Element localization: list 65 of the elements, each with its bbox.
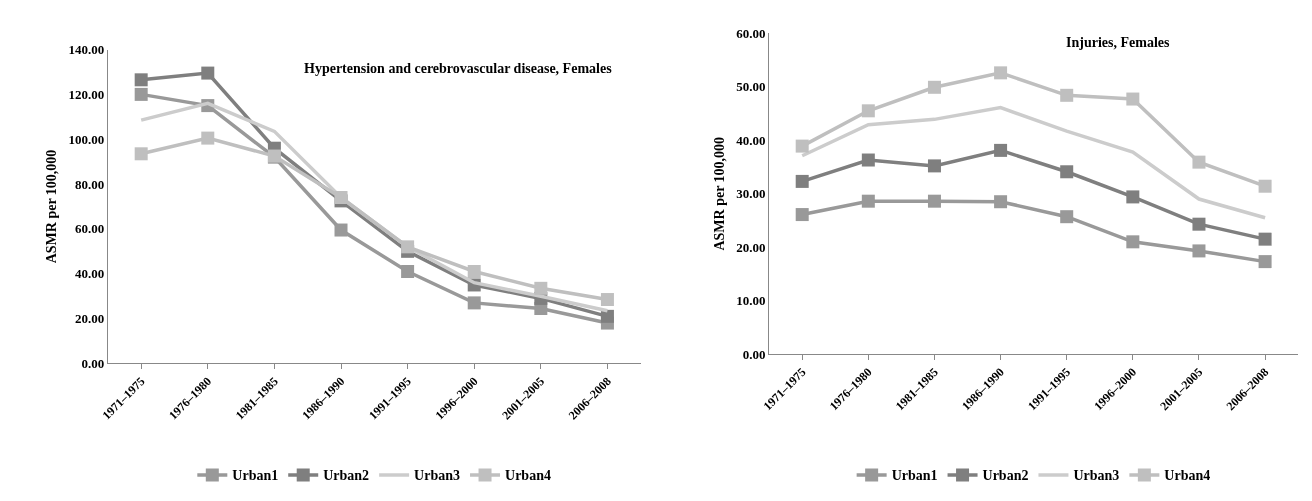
- y-tick-label: 50.00: [736, 79, 766, 95]
- y-axis-title: ASMR per 100,000: [44, 149, 60, 264]
- point: [795, 208, 809, 222]
- point: [134, 73, 148, 87]
- legend-label: Urban4: [1164, 468, 1211, 484]
- y-tick-label: 60.00: [736, 25, 766, 41]
- point: [795, 139, 809, 153]
- y-tick-label: 120.00: [68, 86, 105, 102]
- y-axis-title: ASMR per 100,000: [711, 136, 727, 251]
- y-tick-label: 30.00: [736, 186, 766, 202]
- point: [861, 153, 875, 167]
- point: [401, 265, 415, 278]
- point: [1258, 255, 1272, 269]
- point: [467, 265, 481, 278]
- legend-label: Urban1: [232, 468, 279, 484]
- y-tick-label: 140.00: [68, 42, 105, 58]
- point: [600, 293, 614, 307]
- point: [467, 296, 481, 310]
- point: [1126, 235, 1140, 249]
- legend-label: Urban3: [414, 468, 461, 484]
- y-tick-label: 80.00: [75, 176, 105, 192]
- legend-label: Urban2: [323, 468, 370, 484]
- point: [401, 240, 415, 254]
- y-tick-label: 20.00: [75, 311, 105, 327]
- point: [1060, 88, 1074, 102]
- y-tick-label: 20.00: [736, 239, 766, 255]
- legend-label: Urban2: [982, 468, 1029, 484]
- point: [134, 87, 148, 101]
- point: [994, 66, 1008, 80]
- y-tick-label: 0.00: [81, 355, 105, 371]
- y-tick-label: 100.00: [68, 131, 105, 147]
- y-tick-label: 40.00: [75, 266, 105, 282]
- point: [1258, 232, 1272, 246]
- legend-label: Urban3: [1073, 468, 1120, 484]
- y-tick-label: 10.00: [736, 293, 766, 309]
- point: [1126, 190, 1140, 204]
- legend-label: Urban1: [891, 468, 938, 484]
- point: [861, 104, 875, 118]
- point: [1192, 155, 1206, 169]
- point: [795, 174, 809, 188]
- point: [201, 131, 215, 145]
- legend-label: Urban4: [505, 468, 551, 484]
- y-tick-label: 40.00: [736, 132, 766, 148]
- point: [1192, 217, 1206, 231]
- point: [334, 223, 348, 237]
- point: [1060, 210, 1074, 224]
- point: [1192, 244, 1206, 258]
- chart-title: Injuries, Females: [1066, 35, 1170, 50]
- y-tick-label: 0.00: [742, 346, 766, 362]
- line-series: [800, 105, 1267, 220]
- point: [534, 281, 548, 295]
- point: [927, 159, 941, 173]
- point: [134, 147, 148, 161]
- point: [600, 309, 614, 323]
- y-tick-label: 60.00: [75, 221, 105, 237]
- point: [1258, 179, 1272, 193]
- point: [994, 195, 1008, 209]
- point: [994, 143, 1008, 157]
- point: [1060, 165, 1074, 179]
- point: [927, 194, 941, 208]
- point: [1126, 92, 1140, 106]
- point: [927, 80, 941, 94]
- text: Hypertension and cerebrovascular disease, Females: [304, 61, 613, 76]
- point: [201, 66, 215, 80]
- point: [861, 194, 875, 208]
